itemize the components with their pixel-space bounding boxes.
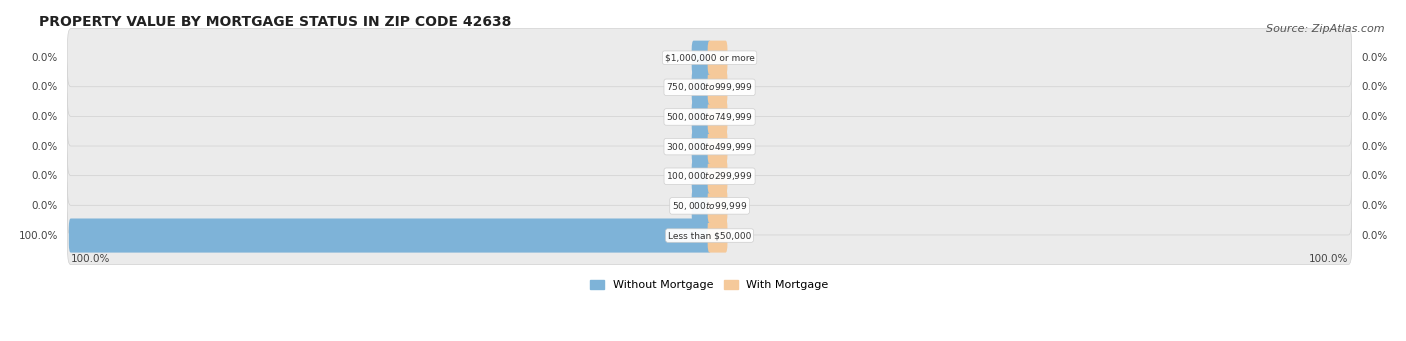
Text: 0.0%: 0.0% bbox=[1361, 231, 1388, 240]
FancyBboxPatch shape bbox=[707, 130, 727, 164]
Text: 0.0%: 0.0% bbox=[32, 112, 58, 122]
FancyBboxPatch shape bbox=[67, 88, 1351, 146]
FancyBboxPatch shape bbox=[692, 70, 711, 104]
Text: $500,000 to $749,999: $500,000 to $749,999 bbox=[666, 111, 752, 123]
FancyBboxPatch shape bbox=[692, 100, 711, 134]
Text: 0.0%: 0.0% bbox=[1361, 53, 1388, 63]
FancyBboxPatch shape bbox=[692, 189, 711, 223]
Text: Less than $50,000: Less than $50,000 bbox=[668, 231, 751, 240]
FancyBboxPatch shape bbox=[67, 147, 1351, 205]
Text: 0.0%: 0.0% bbox=[1361, 142, 1388, 152]
Text: PROPERTY VALUE BY MORTGAGE STATUS IN ZIP CODE 42638: PROPERTY VALUE BY MORTGAGE STATUS IN ZIP… bbox=[39, 15, 512, 29]
FancyBboxPatch shape bbox=[67, 207, 1351, 265]
Legend: Without Mortgage, With Mortgage: Without Mortgage, With Mortgage bbox=[586, 276, 834, 295]
Text: $50,000 to $99,999: $50,000 to $99,999 bbox=[672, 200, 747, 212]
FancyBboxPatch shape bbox=[707, 189, 727, 223]
Text: $300,000 to $499,999: $300,000 to $499,999 bbox=[666, 140, 752, 153]
Text: 0.0%: 0.0% bbox=[1361, 82, 1388, 92]
FancyBboxPatch shape bbox=[67, 58, 1351, 116]
Text: 0.0%: 0.0% bbox=[32, 171, 58, 181]
Text: 100.0%: 100.0% bbox=[70, 254, 110, 264]
Text: 0.0%: 0.0% bbox=[1361, 201, 1388, 211]
FancyBboxPatch shape bbox=[707, 219, 727, 253]
Text: $100,000 to $299,999: $100,000 to $299,999 bbox=[666, 170, 752, 182]
FancyBboxPatch shape bbox=[692, 130, 711, 164]
Text: 0.0%: 0.0% bbox=[1361, 112, 1388, 122]
FancyBboxPatch shape bbox=[707, 70, 727, 104]
Text: $750,000 to $999,999: $750,000 to $999,999 bbox=[666, 81, 752, 93]
FancyBboxPatch shape bbox=[692, 41, 711, 75]
Text: Source: ZipAtlas.com: Source: ZipAtlas.com bbox=[1267, 24, 1385, 34]
Text: $1,000,000 or more: $1,000,000 or more bbox=[665, 53, 755, 62]
Text: 0.0%: 0.0% bbox=[32, 53, 58, 63]
FancyBboxPatch shape bbox=[67, 177, 1351, 235]
Text: 100.0%: 100.0% bbox=[18, 231, 58, 240]
FancyBboxPatch shape bbox=[707, 41, 727, 75]
FancyBboxPatch shape bbox=[67, 118, 1351, 176]
Text: 0.0%: 0.0% bbox=[32, 142, 58, 152]
Text: 0.0%: 0.0% bbox=[32, 82, 58, 92]
Text: 0.0%: 0.0% bbox=[32, 201, 58, 211]
Text: 0.0%: 0.0% bbox=[1361, 171, 1388, 181]
Text: 100.0%: 100.0% bbox=[1309, 254, 1348, 264]
FancyBboxPatch shape bbox=[692, 159, 711, 193]
FancyBboxPatch shape bbox=[707, 100, 727, 134]
FancyBboxPatch shape bbox=[707, 159, 727, 193]
FancyBboxPatch shape bbox=[69, 219, 711, 253]
FancyBboxPatch shape bbox=[67, 29, 1351, 87]
